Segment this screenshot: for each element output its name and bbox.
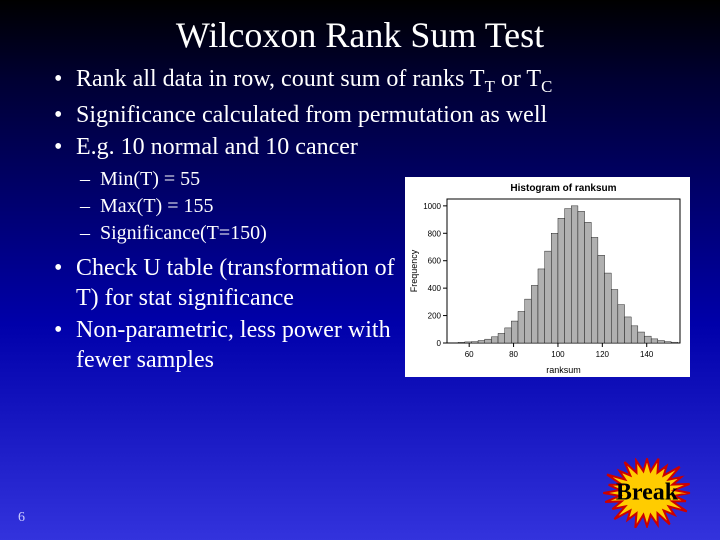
histogram-chart: 60 80 100 120 140 0 200 400 600 800 1000 Histogram …: [405, 177, 690, 377]
svg-text:0: 0: [437, 339, 442, 348]
svg-text:120: 120: [596, 350, 610, 359]
slide-title: Wilcoxon Rank Sum Test: [0, 0, 720, 64]
bullet-5: Non-parametric, less power with fewer sa…: [48, 315, 397, 375]
svg-text:800: 800: [428, 229, 442, 238]
break-label: Break: [616, 480, 678, 507]
svg-text:Histogram of ranksum: Histogram of ranksum: [510, 183, 616, 194]
page-number: 6: [18, 510, 25, 526]
svg-text:80: 80: [509, 350, 518, 359]
bullet-2: Significance calculated from permutation…: [48, 100, 690, 130]
svg-text:1000: 1000: [423, 202, 441, 211]
break-starburst: Break: [592, 458, 702, 528]
bullet-4: Check U table (transformation of T) for …: [48, 253, 397, 313]
svg-text:100: 100: [551, 350, 565, 359]
svg-text:ranksum: ranksum: [546, 365, 581, 375]
svg-text:60: 60: [465, 350, 474, 359]
svg-text:600: 600: [428, 256, 442, 265]
svg-text:400: 400: [428, 284, 442, 293]
bullet-1: Rank all data in row, count sum of ranks…: [48, 64, 690, 98]
svg-text:140: 140: [640, 350, 654, 359]
slide-body: Rank all data in row, count sum of ranks…: [0, 64, 720, 377]
svg-text:Frequency: Frequency: [409, 249, 419, 292]
bullet-3: E.g. 10 normal and 10 cancer: [48, 132, 690, 162]
svg-text:200: 200: [428, 311, 442, 320]
